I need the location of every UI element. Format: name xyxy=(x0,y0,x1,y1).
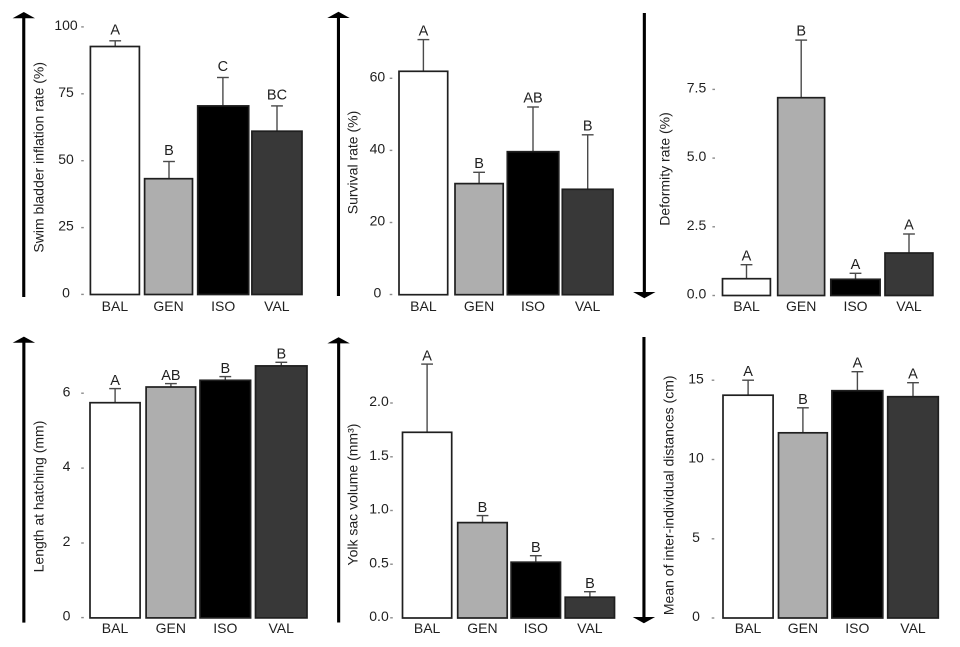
svg-text:6: 6 xyxy=(63,383,71,399)
svg-text:A: A xyxy=(851,257,861,273)
svg-text:B: B xyxy=(164,143,174,159)
svg-text:25: 25 xyxy=(58,218,74,234)
svg-text:2.0: 2.0 xyxy=(369,393,389,409)
svg-text:Yolk sac volume (mm³): Yolk sac volume (mm³) xyxy=(345,424,361,566)
svg-text:GEN: GEN xyxy=(786,298,816,314)
svg-text:10: 10 xyxy=(688,450,704,466)
svg-text:B: B xyxy=(220,361,230,377)
svg-text:ISO: ISO xyxy=(521,298,545,314)
svg-text:C: C xyxy=(218,59,228,75)
svg-text:Survival rate (%): Survival rate (%) xyxy=(345,111,361,214)
svg-text:BAL: BAL xyxy=(414,620,441,636)
svg-text:A: A xyxy=(422,348,432,364)
svg-text:B: B xyxy=(531,540,541,556)
svg-text:VAL: VAL xyxy=(577,620,603,636)
svg-text:B: B xyxy=(583,119,593,135)
svg-text:AB: AB xyxy=(161,368,180,384)
svg-text:BAL: BAL xyxy=(733,298,760,314)
svg-text:GEN: GEN xyxy=(464,298,494,314)
svg-text:BAL: BAL xyxy=(410,298,437,314)
svg-text:ISO: ISO xyxy=(843,298,867,314)
svg-text:ISO: ISO xyxy=(213,620,237,636)
svg-text:ISO: ISO xyxy=(524,620,548,636)
svg-text:A: A xyxy=(419,23,429,39)
svg-text:4: 4 xyxy=(63,458,71,474)
svg-text:0.5: 0.5 xyxy=(369,554,389,570)
svg-text:A: A xyxy=(742,248,752,264)
svg-text:A: A xyxy=(853,356,863,372)
svg-text:0.0: 0.0 xyxy=(369,608,389,624)
svg-text:B: B xyxy=(478,500,488,516)
svg-text:5.0: 5.0 xyxy=(687,148,707,164)
svg-text:GEN: GEN xyxy=(788,620,818,636)
svg-text:0: 0 xyxy=(374,285,382,301)
svg-text:100: 100 xyxy=(54,17,78,33)
svg-text:VAL: VAL xyxy=(896,298,922,314)
svg-text:0: 0 xyxy=(692,608,700,624)
svg-text:A: A xyxy=(110,373,120,389)
svg-text:1.5: 1.5 xyxy=(369,447,389,463)
svg-text:0: 0 xyxy=(63,608,71,624)
svg-text:B: B xyxy=(474,156,484,172)
svg-text:60: 60 xyxy=(370,68,386,84)
svg-text:20: 20 xyxy=(370,213,386,229)
svg-text:GEN: GEN xyxy=(156,620,186,636)
svg-text:Deformity rate (%): Deformity rate (%) xyxy=(657,112,673,226)
svg-text:A: A xyxy=(743,364,753,380)
svg-text:50: 50 xyxy=(58,151,74,167)
svg-text:GEN: GEN xyxy=(153,298,183,314)
svg-text:2: 2 xyxy=(63,533,71,549)
svg-text:B: B xyxy=(796,24,806,40)
svg-text:VAL: VAL xyxy=(900,620,926,636)
svg-text:AB: AB xyxy=(523,91,542,107)
svg-text:GEN: GEN xyxy=(467,620,497,636)
svg-text:VAL: VAL xyxy=(264,298,290,314)
svg-text:5: 5 xyxy=(692,529,700,545)
svg-text:A: A xyxy=(904,218,914,234)
svg-text:Swim bladder inflation rate (%: Swim bladder inflation rate (%) xyxy=(31,62,47,253)
svg-text:0: 0 xyxy=(62,285,70,301)
svg-text:0.0: 0.0 xyxy=(687,286,707,302)
svg-text:40: 40 xyxy=(370,141,386,157)
svg-text:ISO: ISO xyxy=(211,298,235,314)
svg-text:A: A xyxy=(908,367,918,383)
svg-text:B: B xyxy=(276,347,286,363)
svg-text:Mean of inter-individual dista: Mean of inter-individual distances (cm) xyxy=(661,375,677,615)
svg-text:75: 75 xyxy=(58,84,74,100)
svg-text:BAL: BAL xyxy=(102,298,129,314)
svg-text:B: B xyxy=(798,392,808,408)
svg-text:VAL: VAL xyxy=(268,620,294,636)
svg-text:Length at hatching (mm): Length at hatching (mm) xyxy=(31,421,47,573)
svg-text:BC: BC xyxy=(267,88,287,104)
svg-text:VAL: VAL xyxy=(575,298,601,314)
svg-text:1.0: 1.0 xyxy=(369,501,389,517)
svg-text:2.5: 2.5 xyxy=(687,217,707,233)
svg-text:15: 15 xyxy=(688,370,704,386)
svg-text:A: A xyxy=(110,23,120,39)
svg-text:BAL: BAL xyxy=(102,620,129,636)
svg-text:B: B xyxy=(585,576,595,592)
svg-text:7.5: 7.5 xyxy=(687,80,707,96)
svg-text:ISO: ISO xyxy=(845,620,869,636)
svg-text:BAL: BAL xyxy=(735,620,762,636)
